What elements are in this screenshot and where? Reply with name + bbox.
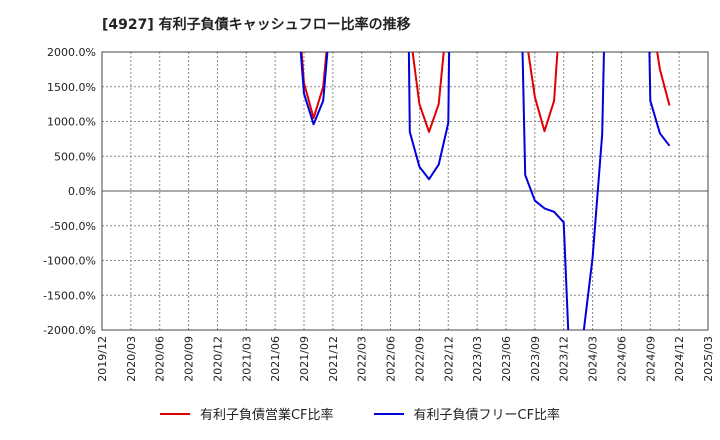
x-tick-label: 2021/09 bbox=[298, 336, 311, 382]
x-tick-label: 2023/12 bbox=[558, 336, 571, 382]
legend: 有利子負債営業CF比率 有利子負債フリーCF比率 bbox=[0, 404, 720, 423]
x-tick-label: 2021/06 bbox=[269, 336, 282, 382]
x-tick-label: 2021/03 bbox=[240, 336, 253, 382]
y-tick-label: 0.0% bbox=[68, 185, 96, 198]
free-cf-ratio-line bbox=[648, 52, 671, 147]
legend-swatch-operating-cf bbox=[159, 412, 190, 415]
legend-swatch-free-cf bbox=[373, 412, 404, 415]
operating-cf-ratio-line bbox=[411, 52, 445, 133]
operating-cf-ratio-line bbox=[656, 52, 671, 106]
free-cf-ratio-line bbox=[407, 52, 451, 181]
x-tick-label: 2023/06 bbox=[500, 336, 513, 382]
grid-layer bbox=[102, 51, 708, 331]
free-cf-ratio-line bbox=[582, 52, 605, 330]
y-tick-label: -500.0% bbox=[50, 220, 96, 233]
x-tick-label: 2020/06 bbox=[154, 336, 167, 382]
x-tick-label: 2024/03 bbox=[587, 336, 600, 382]
series-layer bbox=[299, 52, 671, 330]
x-tick-label: 2020/12 bbox=[211, 336, 224, 382]
legend-item-free-cf: 有利子負債フリーCF比率 bbox=[373, 404, 561, 423]
y-tick-label: 500.0% bbox=[54, 150, 96, 163]
x-tick-label: 2023/09 bbox=[529, 336, 542, 382]
y-tick-label: 1500.0% bbox=[47, 81, 96, 94]
x-tick-label: 2022/09 bbox=[413, 336, 426, 382]
legend-label-free-cf: 有利子負債フリーCF比率 bbox=[413, 408, 561, 423]
y-tick-label: 2000.0% bbox=[47, 46, 96, 59]
x-tick-label: 2024/12 bbox=[673, 336, 686, 382]
x-tick-label: 2019/12 bbox=[96, 336, 109, 382]
free-cf-ratio-line bbox=[299, 52, 329, 126]
x-tick-label: 2023/03 bbox=[471, 336, 484, 382]
y-tick-label: -1500.0% bbox=[43, 289, 96, 302]
tick-label-layer: 2000.0% 1500.0% 1000.0% 500.0% 0.0% -500.0% -1… bbox=[43, 46, 715, 382]
x-tick-label: 2024/09 bbox=[644, 336, 657, 382]
y-tick-label: 1000.0% bbox=[47, 116, 96, 129]
x-tick-label: 2024/06 bbox=[615, 336, 628, 382]
legend-item-operating-cf: 有利子負債営業CF比率 bbox=[159, 404, 334, 423]
x-tick-label: 2020/09 bbox=[183, 336, 196, 382]
x-tick-label: 2022/12 bbox=[442, 336, 455, 382]
axis-layer bbox=[101, 51, 709, 331]
legend-label-operating-cf: 有利子負債営業CF比率 bbox=[199, 408, 334, 423]
free-cf-ratio-line bbox=[521, 52, 570, 330]
x-tick-label: 2022/03 bbox=[356, 336, 369, 382]
x-tick-label: 2022/06 bbox=[385, 336, 398, 382]
x-tick-label: 2021/12 bbox=[327, 336, 340, 382]
plot-frame bbox=[101, 51, 709, 331]
chart-title: [4927] 有利子負債キャッシュフロー比率の推移 bbox=[102, 17, 411, 33]
y-tick-label: -2000.0% bbox=[43, 324, 96, 337]
x-tick-label: 2025/03 bbox=[702, 336, 715, 382]
y-tick-label: -1000.0% bbox=[43, 255, 96, 268]
x-tick-label: 2020/03 bbox=[125, 336, 138, 382]
operating-cf-ratio-line bbox=[300, 52, 328, 119]
operating-cf-ratio-line bbox=[527, 52, 559, 133]
